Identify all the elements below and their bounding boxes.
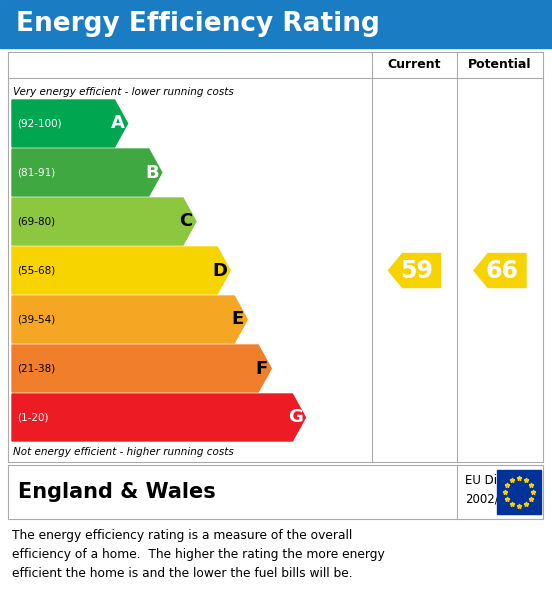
Bar [497,470,541,514]
Text: C: C [179,213,193,230]
Text: (1-20): (1-20) [17,413,49,422]
Text: B: B [145,164,158,181]
Text: England & Wales: England & Wales [18,482,216,502]
Text: A: A [110,115,125,132]
Polygon shape [12,100,128,147]
Polygon shape [12,394,305,441]
Polygon shape [12,296,247,343]
Polygon shape [389,254,440,287]
Text: Energy Efficiency Rating: Energy Efficiency Rating [16,11,380,37]
Text: D: D [213,262,227,280]
Text: E: E [231,311,243,329]
Text: (21-38): (21-38) [17,364,55,373]
Text: G: G [288,408,303,427]
Text: (55-68): (55-68) [17,265,55,275]
Text: (81-91): (81-91) [17,167,55,178]
Text: 59: 59 [400,259,433,283]
Bar [8,52,543,462]
Text: 2002/91/EC: 2002/91/EC [465,492,533,506]
Text: The energy efficiency rating is a measure of the overall
efficiency of a home.  : The energy efficiency rating is a measur… [12,529,385,580]
Polygon shape [12,345,271,392]
Text: (39-54): (39-54) [17,314,55,324]
Text: F: F [255,359,267,378]
Text: (69-80): (69-80) [17,216,55,226]
Polygon shape [474,254,526,287]
Text: (92-100): (92-100) [17,118,62,129]
Text: EU Directive: EU Directive [465,474,538,487]
Bar [8,465,543,519]
Text: Current: Current [388,58,441,72]
Text: Potential: Potential [468,58,532,72]
Polygon shape [12,247,230,294]
Text: Very energy efficient - lower running costs: Very energy efficient - lower running co… [13,87,233,97]
Polygon shape [12,149,162,196]
Bar [0,0,552,48]
Text: Not energy efficient - higher running costs: Not energy efficient - higher running co… [13,447,233,457]
Polygon shape [12,198,196,245]
Text: 66: 66 [486,259,518,283]
